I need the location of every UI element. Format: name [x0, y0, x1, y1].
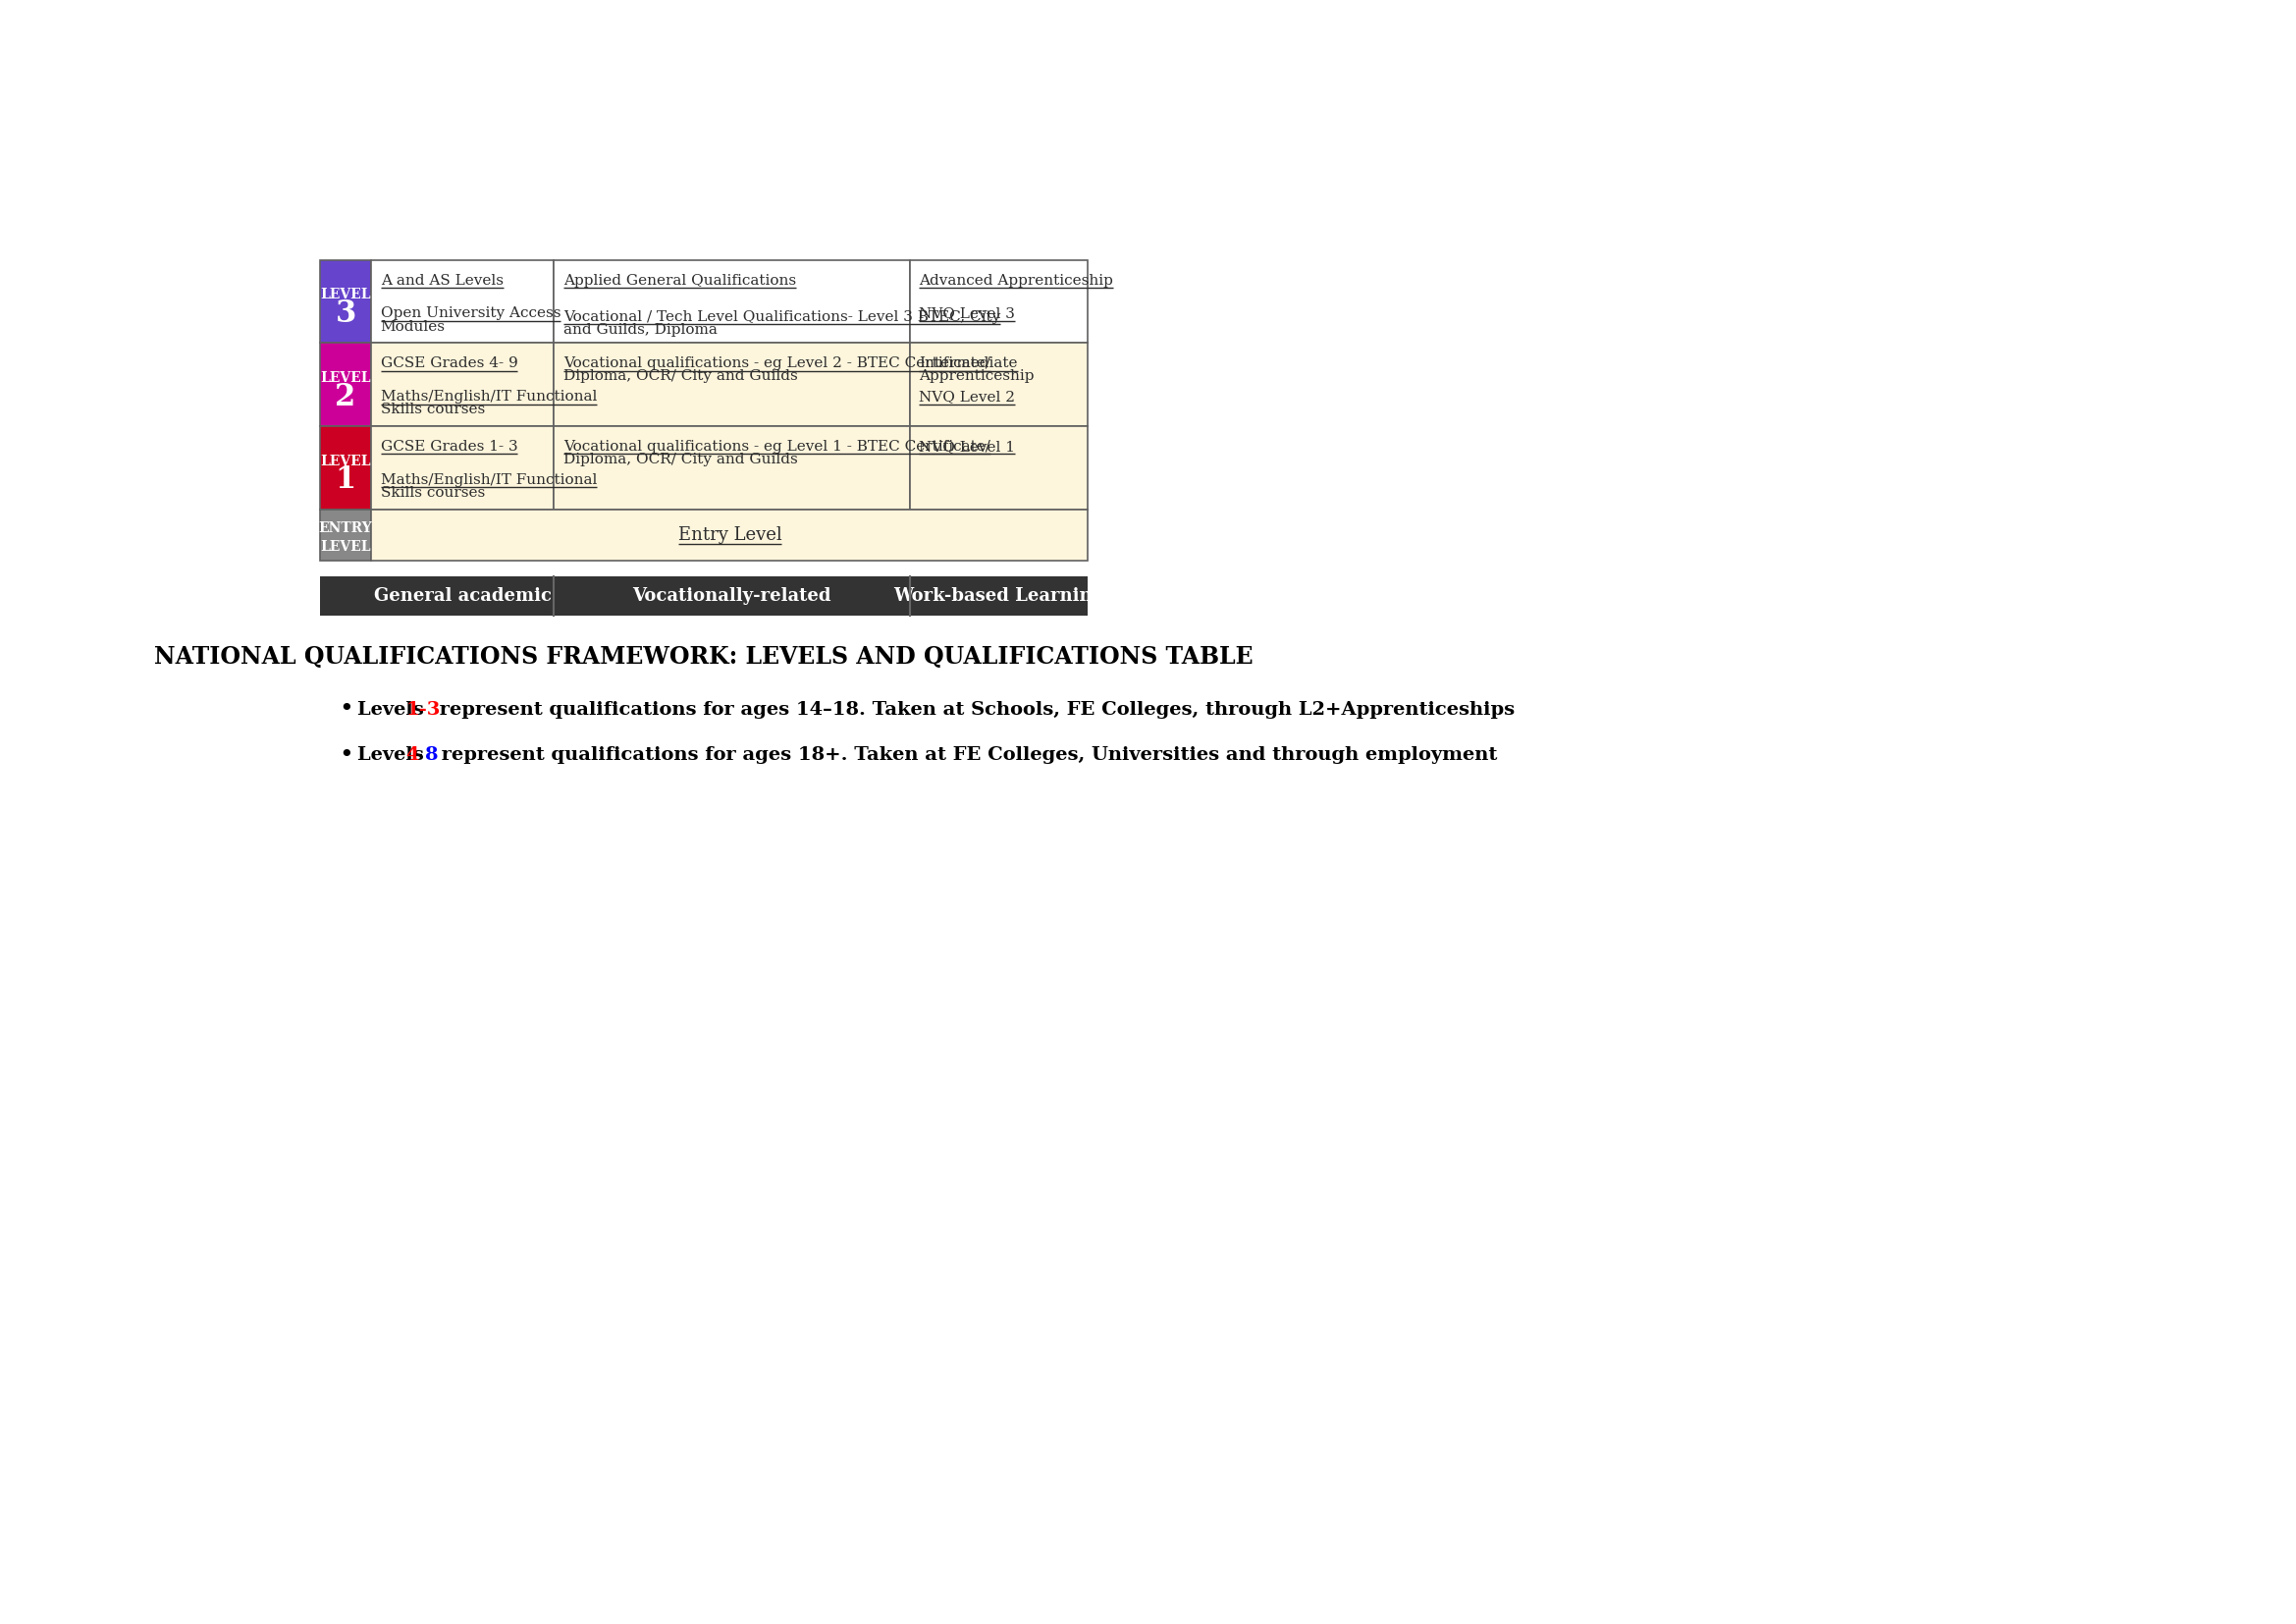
Text: Modules: Modules — [381, 320, 445, 333]
Text: 1: 1 — [335, 464, 356, 495]
Text: Skills courses: Skills courses — [381, 403, 484, 416]
Text: and Guilds, Diploma: and Guilds, Diploma — [563, 323, 716, 336]
Bar — [319, 577, 1088, 615]
Bar — [319, 510, 372, 560]
Text: Entry Level: Entry Level — [677, 526, 781, 544]
Bar — [372, 260, 553, 343]
Text: GCSE Grades 1- 3: GCSE Grades 1- 3 — [381, 440, 517, 453]
Text: represent qualifications for ages 18+. Taken at FE Colleges, Universities and th: represent qualifications for ages 18+. T… — [434, 747, 1497, 763]
Bar — [319, 343, 372, 425]
Text: •: • — [340, 698, 354, 721]
Text: Levels: Levels — [358, 747, 432, 763]
Text: Maths/English/IT Functional: Maths/English/IT Functional — [381, 390, 597, 404]
Text: •: • — [340, 744, 354, 767]
Text: GCSE Grades 4- 9: GCSE Grades 4- 9 — [381, 357, 519, 370]
Bar — [909, 425, 1088, 510]
Text: Maths/English/IT Functional: Maths/English/IT Functional — [381, 473, 597, 487]
Bar — [319, 425, 372, 510]
Text: NVQ Level 2: NVQ Level 2 — [918, 390, 1015, 404]
Text: A and AS Levels: A and AS Levels — [381, 273, 503, 287]
Text: Vocational qualifications - eg Level 2 - BTEC Certificate/: Vocational qualifications - eg Level 2 -… — [563, 357, 990, 370]
Text: LEVEL: LEVEL — [321, 455, 372, 468]
Text: Apprenticeship: Apprenticeship — [918, 370, 1035, 383]
Text: 1-3: 1-3 — [406, 702, 441, 718]
Bar — [553, 425, 909, 510]
Text: 4: 4 — [406, 747, 418, 763]
Bar — [909, 343, 1088, 425]
Text: NATIONAL QUALIFICATIONS FRAMEWORK: LEVELS AND QUALIFICATIONS TABLE: NATIONAL QUALIFICATIONS FRAMEWORK: LEVEL… — [154, 645, 1254, 669]
Text: represent qualifications for ages 14–18. Taken at Schools, FE Colleges, through : represent qualifications for ages 14–18.… — [434, 702, 1515, 718]
Text: General academic: General academic — [374, 586, 551, 604]
Text: LEVEL: LEVEL — [321, 541, 372, 554]
Bar — [553, 343, 909, 425]
Text: NVQ Level 1: NVQ Level 1 — [918, 440, 1015, 453]
Text: Open University Access: Open University Access — [381, 307, 560, 320]
Text: NVQ Level 3: NVQ Level 3 — [918, 307, 1015, 320]
Text: Intermediate: Intermediate — [918, 357, 1017, 370]
Text: Vocational / Tech Level Qualifications- Level 3 BTEC, City: Vocational / Tech Level Qualifications- … — [563, 310, 1001, 323]
Text: LEVEL: LEVEL — [321, 287, 372, 302]
Bar — [553, 260, 909, 343]
Text: ENTRY: ENTRY — [319, 521, 372, 536]
Text: 8: 8 — [425, 747, 439, 763]
Text: Work-based Learning: Work-based Learning — [893, 586, 1104, 604]
Text: Diploma, OCR/ City and Guilds: Diploma, OCR/ City and Guilds — [563, 453, 797, 466]
Bar — [319, 260, 372, 343]
Text: Skills courses: Skills courses — [381, 486, 484, 500]
Text: 3: 3 — [335, 299, 356, 328]
Bar — [372, 510, 1088, 560]
Text: 2: 2 — [335, 382, 356, 412]
Text: Vocationally-related: Vocationally-related — [634, 586, 831, 604]
Bar — [372, 343, 553, 425]
Text: LEVEL: LEVEL — [321, 370, 372, 385]
Text: -: - — [416, 747, 422, 763]
Text: Applied General Qualifications: Applied General Qualifications — [563, 273, 797, 287]
Bar — [372, 425, 553, 510]
Text: Diploma, OCR/ City and Guilds: Diploma, OCR/ City and Guilds — [563, 370, 797, 383]
Text: Advanced Apprenticeship: Advanced Apprenticeship — [918, 273, 1114, 287]
Text: Vocational qualifications - eg Level 1 - BTEC Certificate/: Vocational qualifications - eg Level 1 -… — [563, 440, 990, 453]
Bar — [909, 260, 1088, 343]
Text: Levels: Levels — [358, 702, 432, 718]
